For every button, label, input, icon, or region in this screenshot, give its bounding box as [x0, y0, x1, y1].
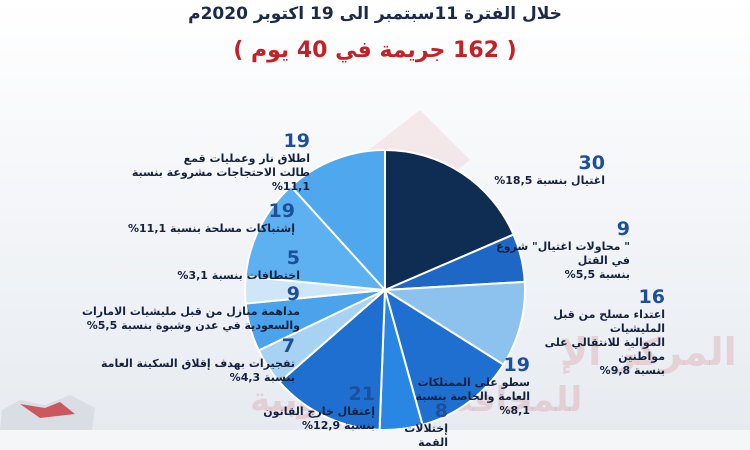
slice-description: " محاولات اغتيال" شروع في القتل	[496, 240, 630, 267]
slice-description: اختطافات بنسبة 3,1%	[177, 269, 300, 282]
chart-subtitle: ( 162 جريمة في 40 يوم )	[233, 38, 517, 63]
slice-label: 21 إعتقال خارج القانون بنسبة 12,9%	[225, 383, 375, 433]
slice-label: 5 اختطافات بنسبة 3,1%	[135, 247, 300, 283]
slice-description: اغتيال بنسبة 18,5%	[494, 174, 605, 187]
slice-count: 9	[616, 218, 630, 240]
slice-description: إختلالات القمة	[404, 422, 448, 449]
slice-count: 19	[268, 200, 295, 222]
watermark-line1: المركز الإ	[560, 330, 737, 374]
slice-label: 19 اطلاق نار وعمليات قمع طالت الاحتجاجات م…	[110, 130, 310, 194]
slice-description: سطو على الممتلكات	[417, 376, 530, 389]
pie-slice	[289, 148, 386, 293]
slice-count: 8	[434, 400, 448, 422]
header: خلال الفترة 11سبتمبر الى 19 اكتوبر 2020م	[0, 0, 750, 34]
slice-description: طالت الاحتجاجات مشروعة بنسبة 11,1%	[131, 166, 310, 193]
slice-label: 16 اعتداء مسلح من قبل المليشيات الموالية ل…	[495, 286, 665, 378]
pie-slice	[384, 148, 515, 292]
slice-description: إشتباكات مسلحة بنسبة 11,1%	[127, 222, 295, 235]
pie-slice	[381, 280, 526, 367]
slice-label: 9 " محاولات اغتيال" شروع في القتل بنسبة 5,…	[480, 218, 630, 282]
slice-count: 7	[281, 335, 295, 357]
slice-label: 30 اغتيال بنسبة 18,5%	[475, 152, 605, 188]
slice-label: 7 تفجيرات بهدف إقلاق السكينة العامة بنسبة …	[85, 335, 295, 385]
slice-description: مداهمة منازل من قبل مليشيات الامارات	[81, 305, 300, 318]
slice-description: اعتداء مسلح من قبل المليشيات	[553, 308, 665, 335]
slice-description: بنسبة 12,9%	[302, 419, 375, 432]
slice-count: 21	[348, 383, 375, 405]
slice-count: 30	[578, 152, 605, 174]
chart-title: خلال الفترة 11سبتمبر الى 19 اكتوبر 2020م	[188, 4, 562, 24]
slice-description: بنسبة 5,5%	[564, 268, 630, 281]
slice-label: 8 إختلالات القمة	[378, 400, 448, 450]
slice-count: 19	[503, 354, 530, 376]
slice-description: العامة والخاصة بنسبة 8,1%	[415, 390, 530, 417]
slice-description: تفجيرات بهدف إقلاق السكينة العامة	[101, 357, 295, 370]
slice-count: 16	[638, 286, 665, 308]
pie-slice	[244, 184, 388, 292]
slice-label: 9 مداهمة منازل من قبل مليشيات الامارات وال…	[60, 283, 300, 333]
slice-count: 9	[286, 283, 300, 305]
slice-label: 19 إشتباكات مسلحة بنسبة 11,1%	[115, 200, 295, 236]
pie-slice	[383, 287, 505, 427]
pie-chart	[244, 148, 526, 430]
slice-count: 5	[286, 247, 300, 269]
slice-label: 19 سطو على الممتلكات العامة والخاصة بنسبة …	[405, 354, 530, 418]
slice-description: بنسبة 4,3%	[229, 371, 295, 384]
slice-description: الموالية للانتقالي على مواطنين	[544, 336, 665, 363]
slice-count: 19	[283, 130, 310, 152]
pie-slice	[278, 287, 387, 430]
slice-description: والسعودية في عدن وشبوة بنسبة 5,5%	[86, 319, 300, 332]
slice-description: اطلاق نار وعمليات قمع	[183, 152, 310, 165]
slice-description: إعتقال خارج القانون	[263, 405, 375, 418]
slice-description: بنسبة 9,8%	[599, 364, 665, 377]
